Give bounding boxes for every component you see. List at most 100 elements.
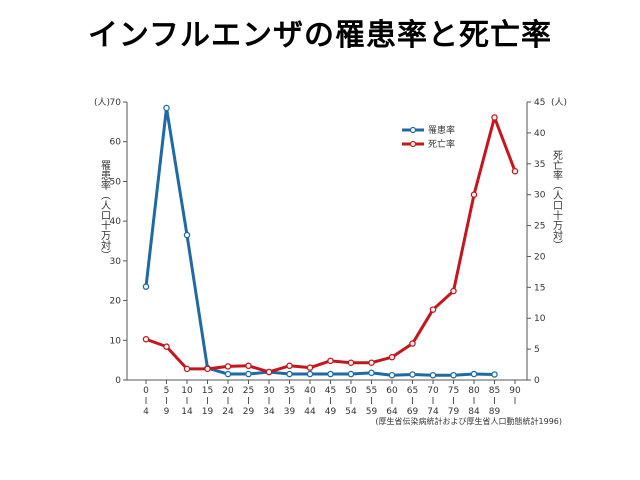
data-point bbox=[306, 370, 314, 378]
x-tick-label-top: 85 bbox=[489, 386, 500, 396]
slide-title: インフルエンザの罹患率と死亡率 bbox=[87, 18, 553, 53]
right-tick-label: 0 bbox=[534, 376, 540, 386]
data-point bbox=[245, 370, 252, 378]
x-tick-label-bottom: 44 bbox=[304, 407, 316, 417]
right-tick-label: 15 bbox=[534, 283, 545, 293]
x-tick-label-bottom: 34 bbox=[263, 407, 275, 417]
data-point bbox=[429, 371, 437, 379]
x-tick-label-bottom: 54 bbox=[345, 407, 357, 417]
data-point bbox=[183, 365, 191, 373]
left-tick-label: 0 bbox=[115, 376, 121, 386]
legend-marker bbox=[409, 140, 417, 148]
data-point bbox=[470, 370, 478, 378]
data-point bbox=[450, 287, 457, 295]
x-tick-label-bottom: 89 bbox=[489, 407, 501, 417]
series-line-1 bbox=[144, 106, 495, 377]
left-tick-label: 70 bbox=[110, 98, 122, 108]
data-point bbox=[429, 306, 437, 313]
left-tick-label: 10 bbox=[110, 336, 122, 346]
x-tick-label-top: 50 bbox=[345, 386, 357, 396]
data-point bbox=[245, 362, 252, 370]
data-point bbox=[409, 340, 416, 347]
right-axis-title: 死亡率（人口十万対） bbox=[551, 150, 563, 250]
legend-marker bbox=[409, 126, 417, 134]
right-tick-label: 20 bbox=[534, 252, 546, 262]
source-note: (厚生省伝染病統計および厚生省人口動態統計1996) bbox=[375, 416, 562, 426]
data-point bbox=[368, 369, 375, 377]
data-point bbox=[142, 283, 150, 290]
right-tick-label: 30 bbox=[534, 191, 546, 201]
data-point bbox=[388, 353, 396, 361]
x-tick-label-top: 5 bbox=[164, 386, 170, 396]
data-point bbox=[491, 371, 498, 378]
x-tick-label-top: 30 bbox=[263, 386, 275, 396]
x-tick-label-top: 70 bbox=[427, 386, 439, 396]
data-point bbox=[388, 371, 396, 379]
data-point bbox=[450, 371, 457, 379]
right-tick-label: 35 bbox=[534, 160, 545, 170]
x-tick-label-bottom: 79 bbox=[448, 407, 460, 417]
data-point bbox=[491, 114, 498, 121]
data-point bbox=[142, 335, 150, 343]
data-point bbox=[163, 343, 170, 350]
data-point bbox=[224, 370, 232, 378]
x-tick-label-top: 90 bbox=[509, 386, 521, 396]
data-point bbox=[265, 368, 273, 376]
data-point bbox=[163, 104, 170, 112]
x-tick-label-top: 45 bbox=[325, 386, 336, 396]
left-tick-label: 50 bbox=[110, 177, 122, 187]
right-tick-label: 25 bbox=[534, 222, 545, 232]
x-tick-label-top: 65 bbox=[407, 386, 418, 396]
x-tick-label-bottom: 49 bbox=[325, 407, 337, 417]
x-tick-label-top: 25 bbox=[243, 386, 254, 396]
x-tick-label-top: 40 bbox=[304, 386, 316, 396]
left-axis-title: 罹患率（人口十万対） bbox=[99, 160, 111, 260]
x-tick-label-bottom: 19 bbox=[202, 407, 214, 417]
data-point bbox=[183, 231, 191, 239]
left-tick-label: 60 bbox=[110, 138, 122, 148]
right-tick-label: 45 bbox=[534, 98, 545, 108]
data-point bbox=[204, 365, 211, 373]
right-tick-label: 5 bbox=[534, 345, 540, 355]
data-point bbox=[327, 370, 334, 378]
x-tick-label-top: 75 bbox=[448, 386, 459, 396]
data-point bbox=[224, 363, 232, 370]
x-tick-label-bottom: 84 bbox=[468, 407, 480, 417]
data-point bbox=[511, 167, 519, 175]
data-point bbox=[327, 357, 334, 365]
x-tick-label-bottom: 69 bbox=[407, 407, 419, 417]
left-tick-label: 20 bbox=[110, 297, 122, 307]
right-tick-label: 10 bbox=[534, 314, 546, 324]
legend-label-1: 罹患率 bbox=[428, 124, 455, 136]
x-tick-label-bottom: 59 bbox=[366, 407, 378, 417]
x-tick-label-bottom: 29 bbox=[243, 407, 255, 417]
x-tick-label-top: 0 bbox=[143, 386, 149, 396]
data-point bbox=[347, 370, 355, 378]
right-tick-label: 40 bbox=[534, 129, 546, 139]
x-tick-label-bottom: 9 bbox=[164, 407, 170, 417]
left-tick-label: 30 bbox=[110, 257, 122, 267]
x-tick-label-top: 80 bbox=[468, 386, 480, 396]
data-point bbox=[286, 370, 293, 378]
x-tick-label-bottom: 14 bbox=[181, 407, 193, 417]
x-tick-label-top: 55 bbox=[366, 386, 377, 396]
data-point bbox=[470, 191, 478, 198]
data-point bbox=[347, 359, 355, 366]
x-tick-label-top: 20 bbox=[222, 386, 234, 396]
x-tick-label-top: 60 bbox=[386, 386, 398, 396]
x-tick-label-bottom: 64 bbox=[386, 407, 398, 417]
data-point bbox=[286, 362, 293, 370]
x-tick-label-bottom: 74 bbox=[427, 407, 439, 417]
x-tick-label-top: 35 bbox=[284, 386, 295, 396]
data-point bbox=[368, 359, 375, 366]
left-tick-label: 40 bbox=[110, 217, 122, 227]
data-point bbox=[409, 371, 416, 378]
left-axis-unit: (人) bbox=[94, 97, 110, 108]
x-tick-label-bottom: 24 bbox=[222, 407, 234, 417]
legend-label-2: 死亡率 bbox=[428, 138, 455, 150]
data-point bbox=[306, 364, 314, 371]
x-tick-label-top: 15 bbox=[202, 386, 213, 396]
